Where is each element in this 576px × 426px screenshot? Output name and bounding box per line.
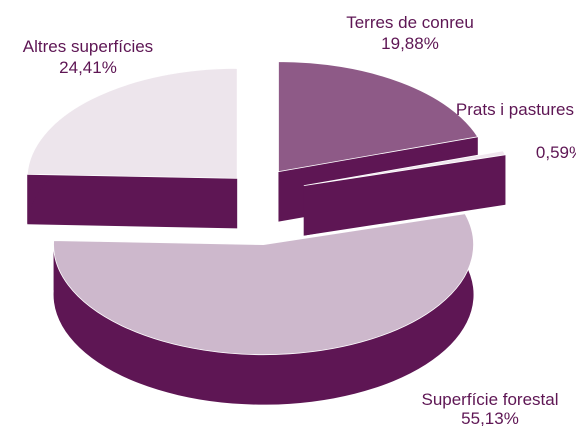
pie (26, 61, 506, 405)
slice (278, 61, 479, 173)
slice-wall (53, 213, 474, 405)
slice-value-label: 0,59% (536, 143, 576, 162)
slice (303, 150, 506, 187)
slice-label: Terres de conreu (346, 13, 474, 32)
slice (53, 213, 474, 356)
slice-side (303, 154, 506, 236)
slice-value-label: 55,13% (461, 409, 519, 426)
slice-label: Altres superfícies (23, 37, 153, 56)
slice-wall (503, 150, 506, 205)
slice-value-label: 24,41% (59, 58, 117, 77)
slice-label: Superfície forestal (421, 390, 558, 409)
slice-side (27, 174, 238, 229)
slice (26, 67, 238, 179)
slice-label: Prats i pastures (456, 100, 574, 119)
slice-value-label: 19,88% (381, 34, 439, 53)
